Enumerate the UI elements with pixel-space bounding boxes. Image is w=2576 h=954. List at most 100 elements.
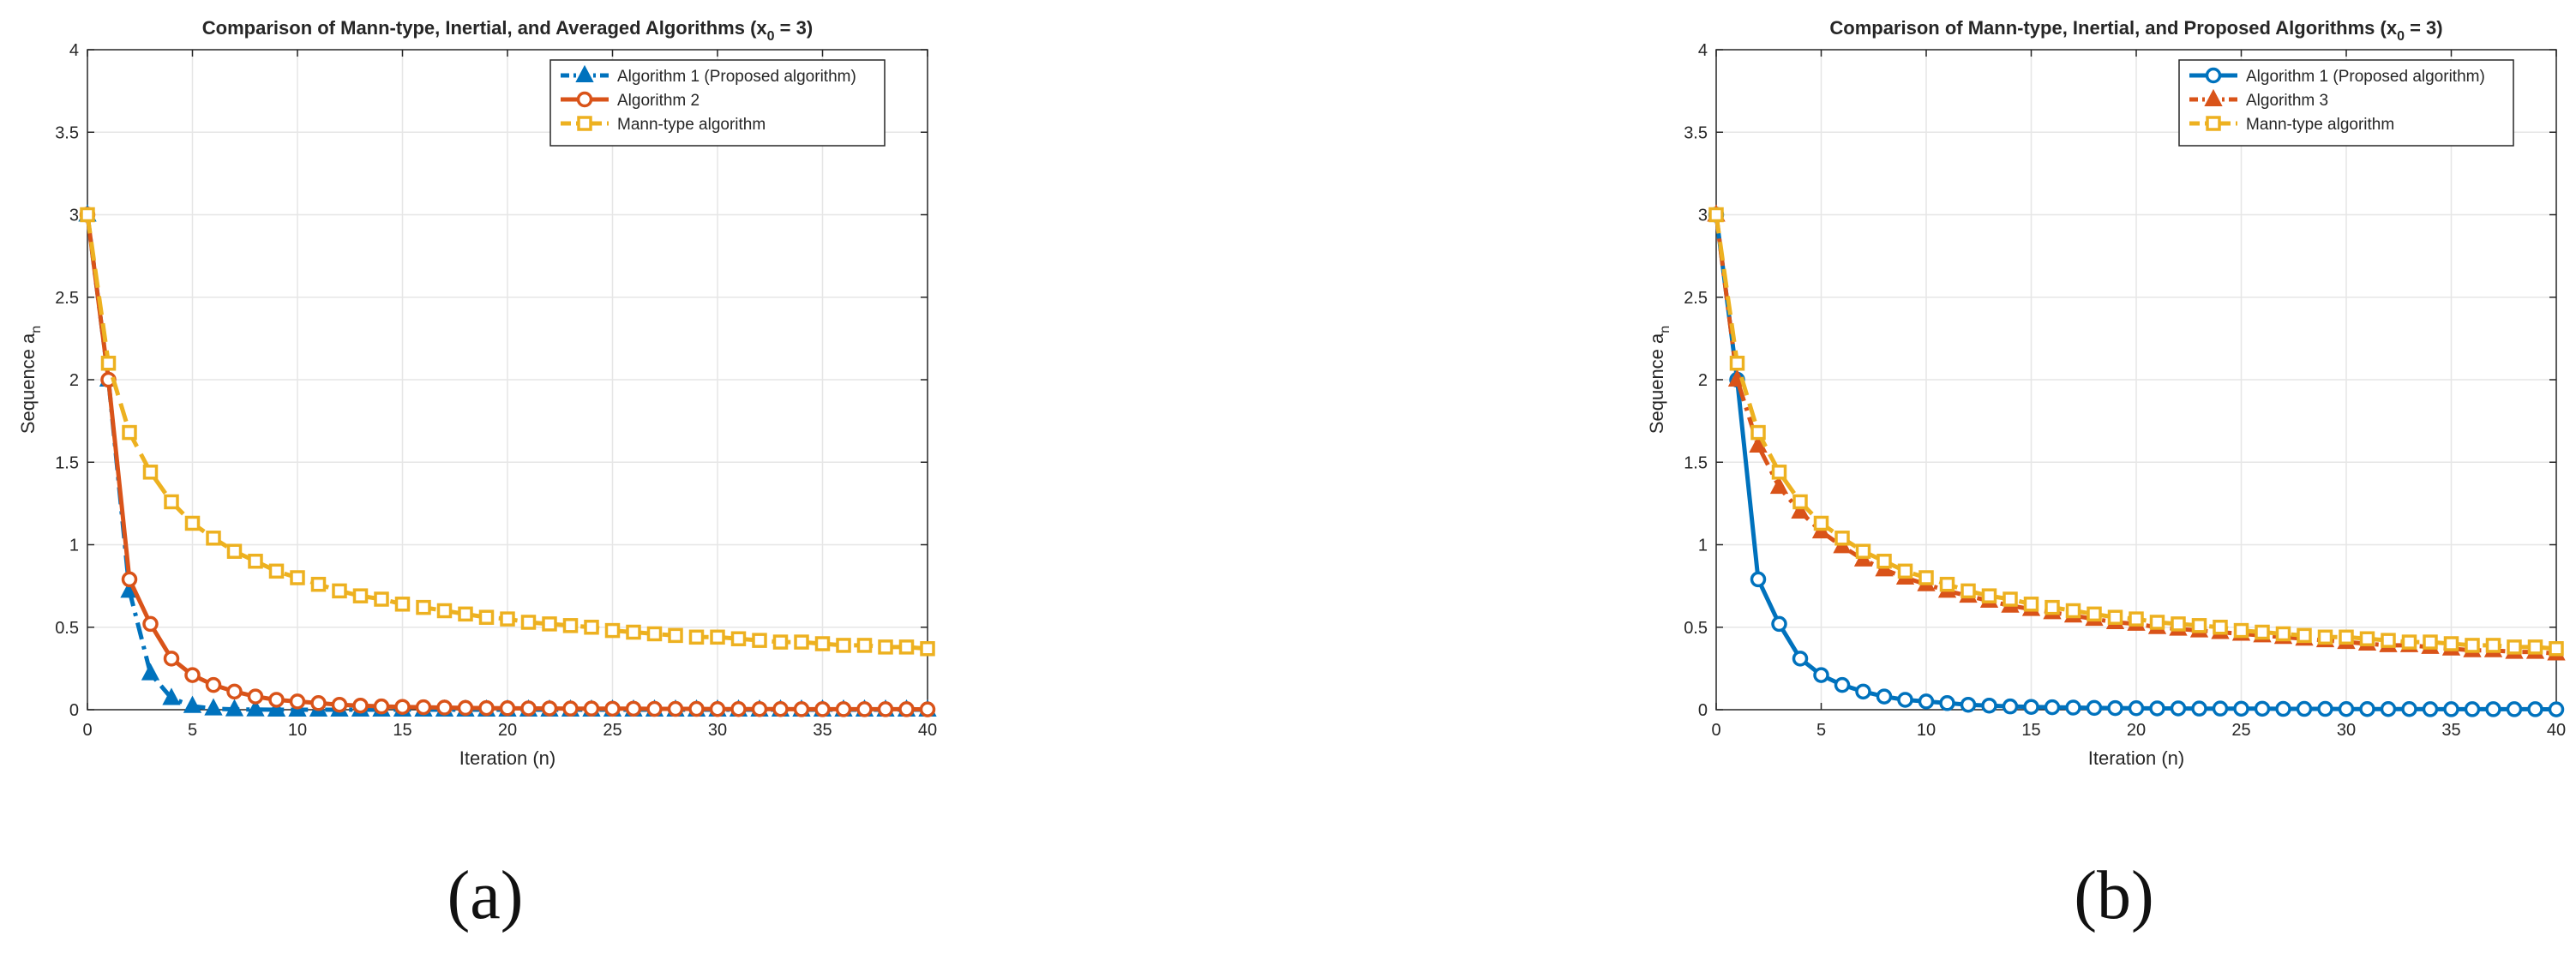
x-tick-label: 0: [1711, 721, 1720, 740]
data-point: [562, 618, 579, 633]
data-point: [2401, 634, 2417, 650]
data-point: [584, 620, 599, 635]
data-point: [1729, 356, 1745, 371]
data-point: [2107, 699, 2123, 717]
data-point: [310, 695, 327, 711]
data-point: [2359, 700, 2375, 717]
data-point: [878, 639, 893, 655]
data-point: [1897, 692, 1913, 708]
data-point: [709, 700, 726, 717]
data-point: [1813, 515, 1829, 531]
x-tick-label: 15: [393, 721, 411, 740]
data-point: [626, 624, 641, 640]
data-point: [394, 597, 411, 612]
y-tick-label: 3.5: [1684, 123, 1708, 142]
data-point: [730, 631, 747, 646]
data-point: [2044, 699, 2061, 716]
data-point: [668, 627, 683, 644]
data-point: [121, 571, 138, 588]
data-point: [122, 424, 137, 441]
data-point: [331, 696, 348, 713]
x-axis-label: Iteration (n): [2088, 747, 2185, 769]
data-point: [2485, 701, 2501, 717]
data-point: [1750, 571, 1767, 588]
data-point: [772, 700, 789, 717]
data-point: [1771, 615, 1787, 633]
data-point: [2296, 700, 2313, 717]
data-point: [542, 616, 557, 632]
legend-marker: [2206, 116, 2221, 131]
x-tick-label: 25: [2231, 721, 2250, 740]
data-point: [2086, 699, 2103, 717]
data-point: [416, 599, 431, 615]
data-point: [2297, 627, 2312, 644]
data-point: [267, 699, 286, 717]
data-point: [898, 701, 915, 717]
legend-label: Algorithm 1 (Proposed algorithm): [2246, 68, 2485, 86]
chart-b: 0 5 10 15 20 25 30 35 40 0 0.5 1 1.5 2 2.5 3 3.5 4 Compari…: [1646, 17, 2566, 769]
data-point: [835, 701, 852, 717]
data-point: [1981, 697, 1997, 714]
data-point: [2023, 699, 2039, 715]
data-point: [1897, 563, 1913, 579]
y-tick-label: 3.5: [55, 123, 79, 142]
y-tick-label: 1.5: [1684, 453, 1708, 472]
data-point: [436, 603, 453, 619]
legend-label: Mann-type algorithm: [2246, 116, 2394, 134]
data-point: [2275, 626, 2291, 642]
data-point: [920, 641, 935, 657]
data-point: [2422, 701, 2439, 717]
data-point: [1961, 583, 1976, 599]
panel-caption-b: (b): [2074, 858, 2154, 933]
data-point: [164, 494, 179, 510]
x-tick-label: 25: [603, 721, 621, 740]
data-point: [500, 611, 515, 627]
data-point: [1981, 588, 1997, 603]
legend-label: Algorithm 2: [617, 92, 700, 110]
series-3: [1708, 207, 2564, 657]
data-point: [1791, 501, 1810, 519]
data-point: [1769, 476, 1789, 495]
data-point: [2023, 597, 2039, 612]
data-point: [1855, 543, 1871, 559]
legend-marker: [2204, 88, 2223, 106]
data-point: [2212, 700, 2229, 717]
data-point: [352, 588, 369, 603]
data-point: [2149, 700, 2165, 717]
data-point: [247, 688, 264, 705]
chart-a: 0 5 10 15 20 25 30 35 40 0 0.5 1 1.5 2 2.5 3 3.5 4 Compari…: [17, 17, 937, 769]
data-point: [352, 697, 369, 714]
data-point: [2339, 629, 2354, 645]
data-point: [562, 700, 579, 717]
data-point: [2003, 591, 2018, 607]
data-point: [204, 698, 223, 716]
data-point: [2065, 603, 2081, 619]
chart-title: Comparison of Mann-type, Inertial, and A…: [202, 17, 813, 44]
x-tick-label: 20: [498, 721, 517, 740]
data-point: [415, 699, 432, 716]
data-point: [646, 700, 663, 717]
data-point: [2464, 701, 2481, 717]
legend-marker: [2205, 67, 2222, 84]
data-point: [2233, 622, 2249, 639]
data-point: [2506, 701, 2523, 717]
x-tick-label: 0: [82, 721, 92, 740]
data-point: [730, 700, 747, 717]
data-point: [2380, 700, 2397, 717]
data-point: [1749, 435, 1768, 453]
data-point: [688, 700, 705, 717]
data-point: [710, 629, 725, 645]
data-point: [541, 700, 558, 717]
data-point: [2338, 700, 2355, 717]
data-point: [142, 465, 159, 480]
x-tick-label: 5: [1816, 721, 1826, 740]
data-point: [2317, 629, 2333, 645]
data-point: [2170, 700, 2187, 717]
data-point: [2002, 698, 2019, 715]
y-tick-label: 2.5: [55, 289, 79, 308]
data-point: [2191, 618, 2207, 633]
data-point: [436, 699, 453, 716]
y-tick-label: 4: [1698, 41, 1708, 60]
data-point: [2255, 624, 2270, 640]
x-tick-label: 35: [2441, 721, 2460, 740]
